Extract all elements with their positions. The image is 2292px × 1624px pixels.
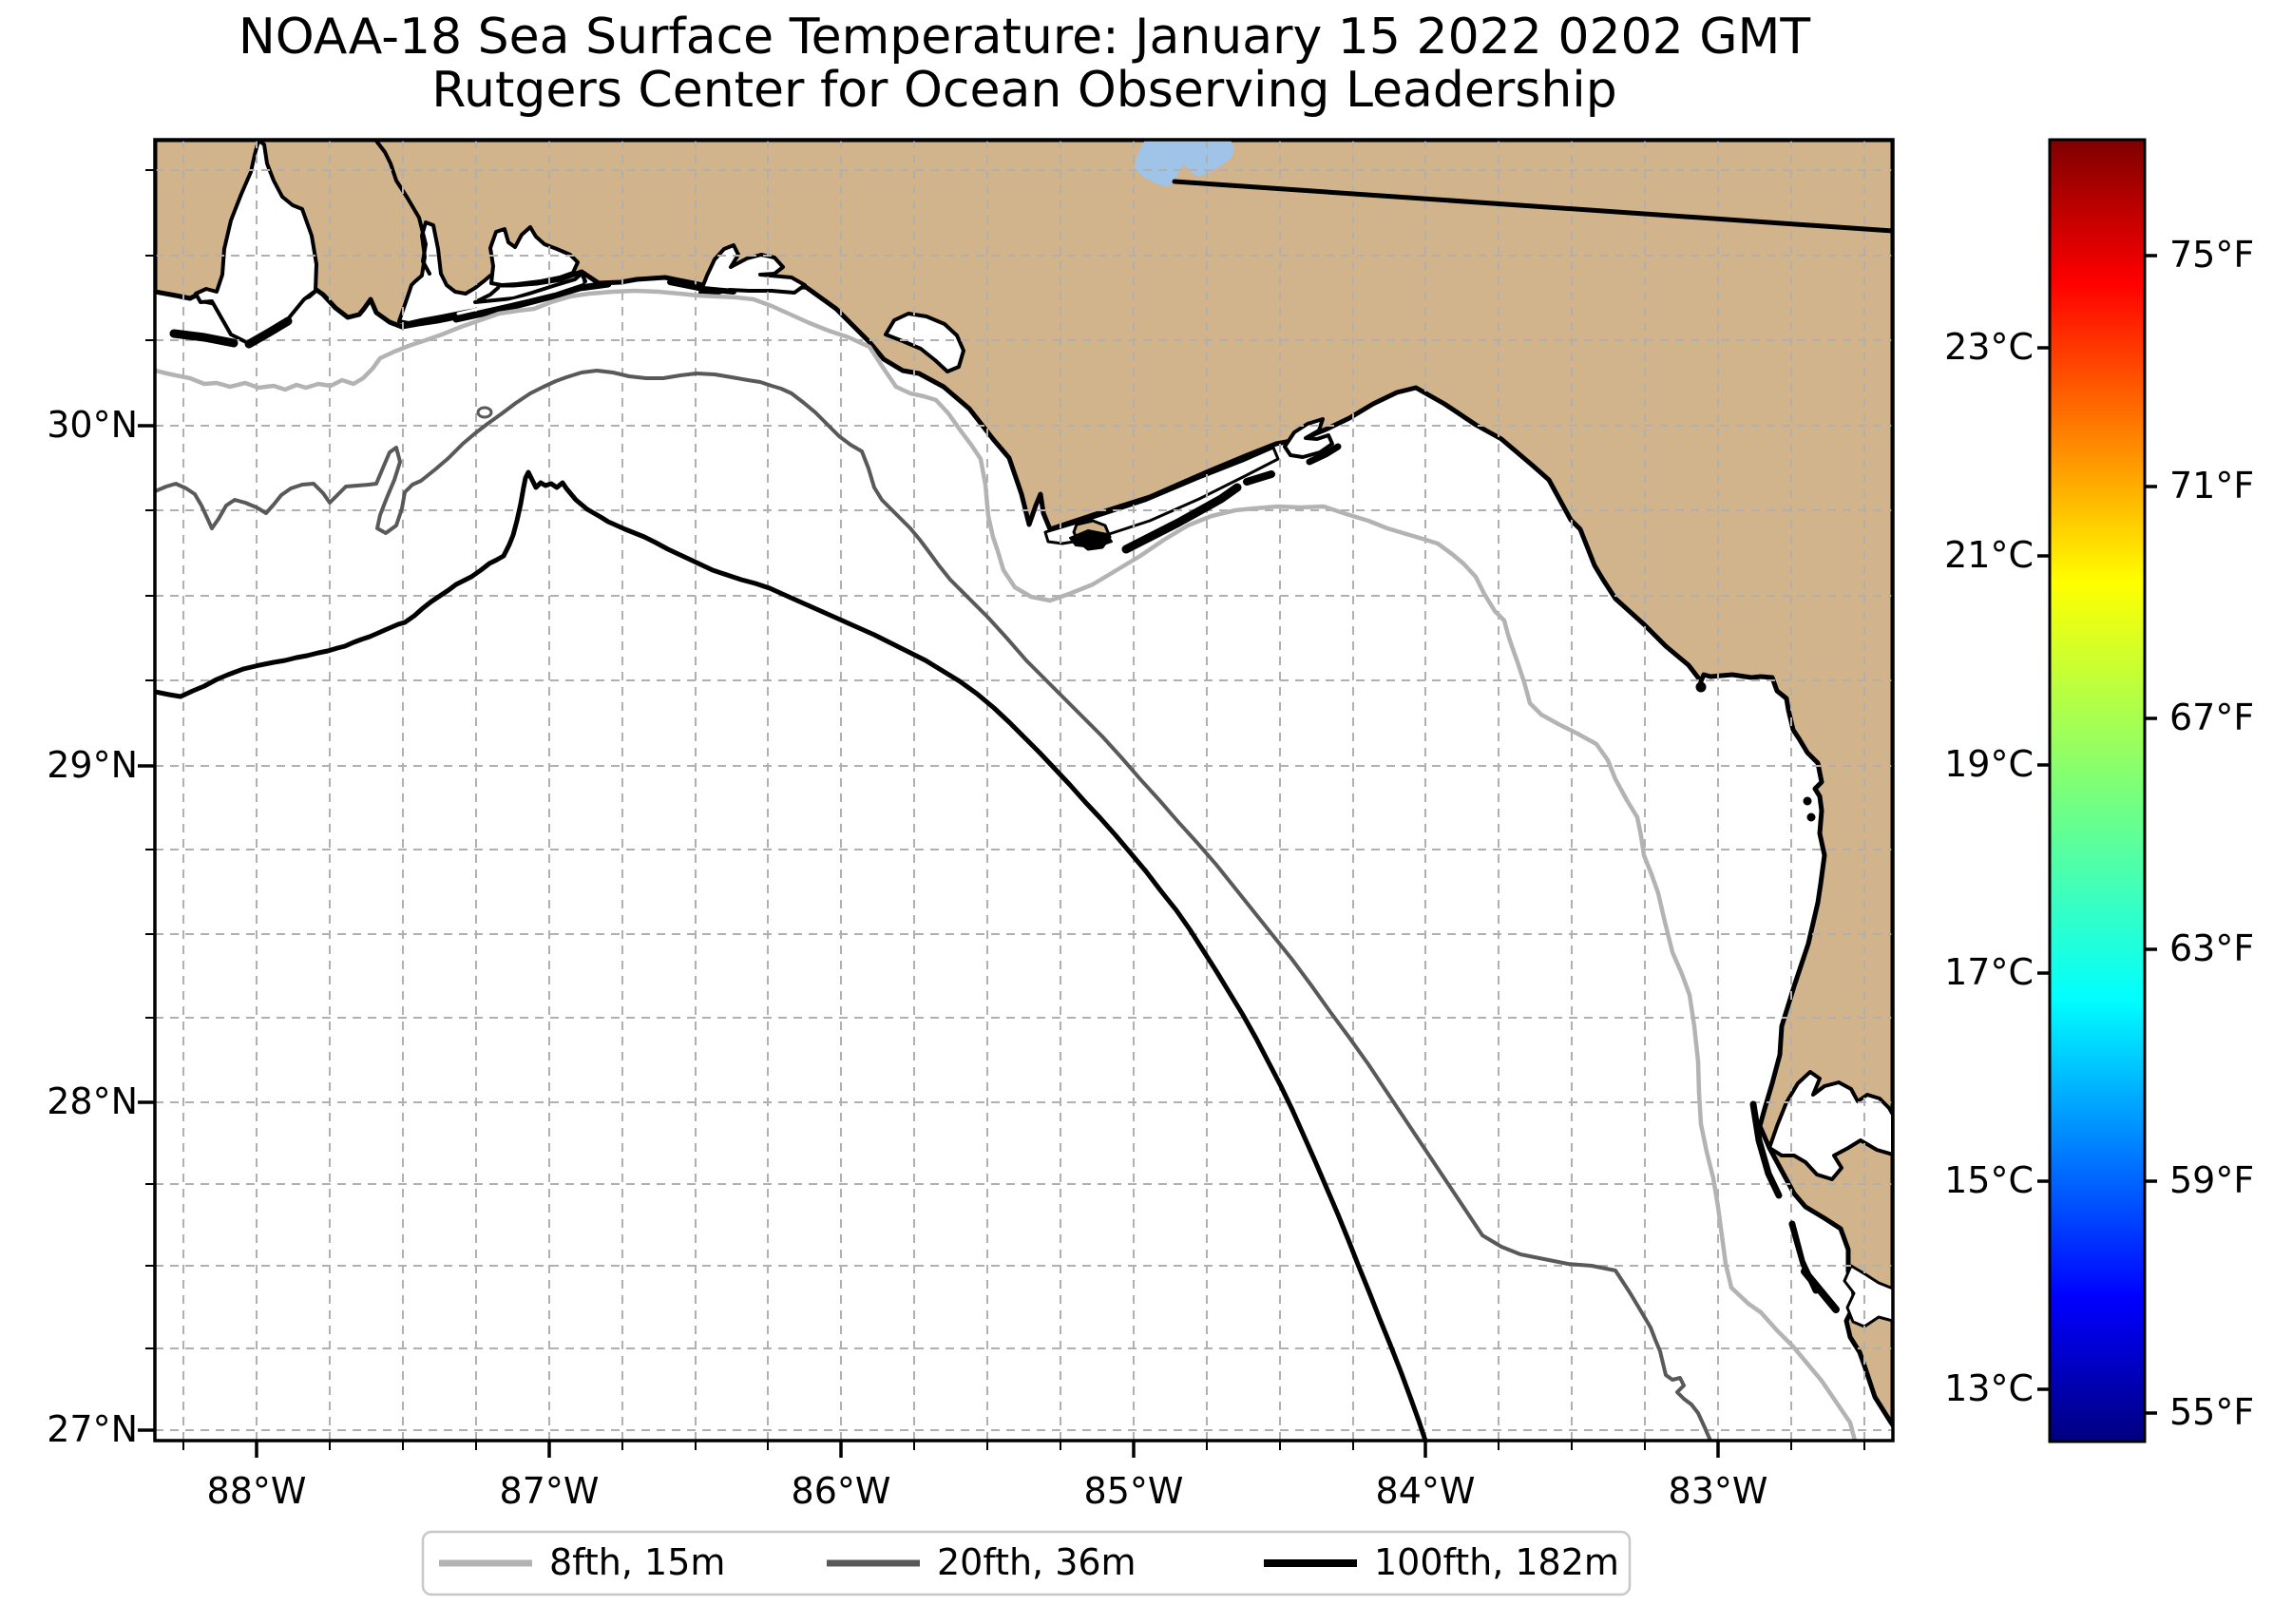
colorbar-tick-71f: 71°F (2169, 465, 2255, 506)
contour-20fth (155, 369, 1712, 1441)
colorbar-celsius-ticks (2037, 346, 2050, 1391)
lat-tick-30n: 30°N (47, 404, 138, 446)
ochlockonee-bay (1283, 417, 1334, 459)
legend-label-20fth: 20fth, 36m (937, 1541, 1136, 1583)
x-axis-major-ticks (255, 1441, 1720, 1458)
colorbar-tick-21c: 21°C (1944, 534, 2034, 576)
st-andrew-bay (698, 243, 807, 296)
boundary-line (1172, 179, 1893, 234)
lat-tick-29n: 29°N (47, 744, 138, 786)
lat-tick-28n: 28°N (47, 1080, 138, 1122)
land-polygon (155, 140, 1893, 1428)
legend-box (421, 1530, 1632, 1596)
barrier-islands (169, 279, 1840, 1313)
lon-tick-84w: 84°W (1375, 1470, 1476, 1512)
colorbar-tick-17c: 17°C (1944, 951, 2034, 993)
colorbar-tick-13c: 13°C (1944, 1367, 2034, 1409)
lon-tick-88w: 88°W (206, 1470, 307, 1512)
colorbar-tick-55f: 55°F (2169, 1391, 2255, 1433)
axis-ticks (138, 169, 1865, 1458)
colorbar-ticks (2037, 254, 2157, 1415)
colorbar-tick-15c: 15°C (1944, 1159, 2034, 1201)
lon-tick-86w: 86°W (791, 1470, 891, 1512)
graticule-parallels (155, 169, 1893, 1431)
contour-100fth (155, 469, 1428, 1441)
escambia-river (373, 140, 431, 276)
lake-seminole (1135, 140, 1234, 187)
colorbar-tick-75f: 75°F (2169, 234, 2255, 276)
contour-8fth (155, 288, 1858, 1441)
st-george-island (1121, 483, 1242, 554)
figure-subtitle: Rutgers Center for Ocean Observing Leade… (431, 62, 1617, 119)
colorbar-fahrenheit-ticks (2145, 254, 2157, 1415)
lon-tick-83w: 83°W (1668, 1470, 1768, 1512)
choctawhatchee-bay (488, 225, 580, 287)
mobile-bay (194, 140, 318, 345)
dog-island (1243, 470, 1275, 486)
legend-label-8fth: 8fth, 15m (549, 1541, 726, 1583)
y-axis-major-ticks (138, 424, 155, 1432)
charlotte-harbor (1843, 1264, 1893, 1328)
y-axis-minor-ticks (145, 169, 155, 1349)
colorbar (2048, 138, 2147, 1443)
colorbar-tick-59f: 59°F (2169, 1159, 2255, 1201)
tampa-bay (1767, 1070, 1893, 1181)
graticule (155, 140, 1893, 1441)
colorbar-tick-19c: 19°C (1944, 743, 2034, 785)
lon-tick-85w: 85°W (1083, 1470, 1184, 1512)
map-frame (153, 138, 1895, 1442)
contour-20fth-ring (476, 406, 493, 419)
colorbar-tick-67f: 67°F (2169, 697, 2255, 738)
legend-label-100fth: 100fth, 182m (1374, 1541, 1619, 1583)
figure-title: NOAA-18 Sea Surface Temperature: January… (238, 9, 1811, 66)
x-axis-minor-ticks (182, 1441, 1865, 1450)
apalachicola-lagoon (1043, 446, 1280, 545)
colorbar-tick-63f: 63°F (2169, 927, 2255, 969)
colorbar-tick-23c: 23°C (1944, 326, 2034, 368)
lat-tick-27n: 27°N (47, 1408, 138, 1450)
lon-tick-87w: 87°W (499, 1470, 600, 1512)
st-vincent-island (1069, 529, 1113, 548)
st-joseph-bay (884, 312, 965, 373)
